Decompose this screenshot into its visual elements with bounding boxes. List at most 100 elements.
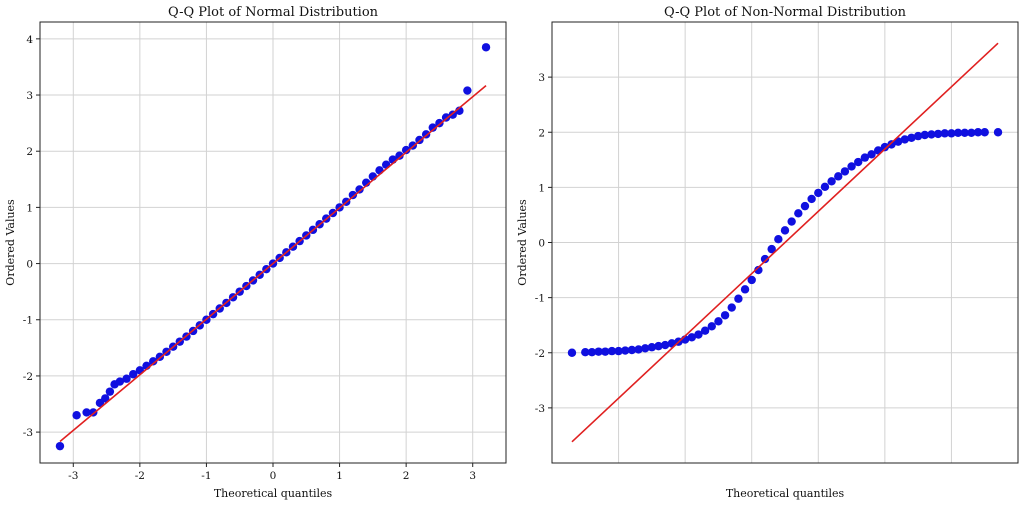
data-point	[627, 345, 637, 355]
data-point	[814, 188, 823, 198]
data-point	[953, 128, 963, 138]
data-point	[641, 344, 650, 353]
data-point	[441, 113, 451, 122]
data-point	[395, 151, 404, 160]
data-point	[381, 160, 391, 169]
data-point	[82, 408, 91, 417]
data-point	[621, 346, 630, 355]
y-tick-label: 2	[26, 146, 33, 158]
x-axis-label: Theoretical quantiles	[726, 487, 845, 500]
data-point	[601, 347, 610, 356]
x-tick-label: -2	[135, 470, 145, 482]
data-point	[694, 330, 703, 339]
y-tick-label: 4	[26, 34, 33, 46]
data-point	[129, 370, 138, 379]
y-tick-label: -2	[535, 348, 545, 360]
data-point	[820, 182, 830, 192]
data-point	[774, 234, 783, 244]
x-axis-label: Theoretical quantiles	[214, 487, 333, 500]
qq-panel-2: -3 -2 -1 0 1 2 3 Q-Q Plot of Non-Normal Distrib…	[516, 5, 1019, 500]
x-tick-label: 1	[336, 470, 343, 482]
data-point	[760, 254, 770, 264]
data-point	[927, 130, 936, 139]
data-point	[700, 326, 710, 335]
data-point	[740, 285, 750, 294]
x-tick-label: 3	[469, 470, 476, 482]
data-point	[973, 128, 983, 137]
data-point	[727, 303, 736, 312]
data-point	[787, 217, 796, 226]
data-point	[800, 201, 810, 211]
data-point	[827, 177, 836, 186]
data-point	[481, 43, 491, 52]
data-point	[567, 348, 577, 357]
data-point	[807, 194, 816, 204]
y-tick-label: -3	[23, 427, 33, 439]
y-tick-label: -1	[23, 315, 33, 327]
data-point	[967, 128, 976, 138]
data-point	[594, 347, 603, 356]
data-point	[794, 209, 803, 218]
data-point	[428, 123, 437, 132]
data-point	[933, 129, 943, 139]
data-point	[834, 172, 843, 181]
data-point	[581, 347, 590, 357]
data-point	[355, 185, 364, 194]
data-point	[435, 118, 444, 128]
chart-title: Q-Q Plot of Normal Distribution	[168, 5, 379, 20]
data-point	[115, 377, 125, 386]
y-tick-label: 1	[538, 182, 545, 194]
y-axis-label: Ordered Values	[4, 199, 17, 286]
data-point	[687, 333, 696, 342]
y-tick-label: 0	[26, 259, 33, 271]
data-point	[607, 346, 617, 356]
y-tick-label: 0	[538, 238, 545, 250]
data-point	[920, 130, 929, 140]
data-point	[847, 162, 856, 171]
data-point	[880, 142, 890, 152]
data-point	[887, 140, 896, 149]
y-axis-label: Ordered Values	[516, 199, 529, 286]
data-point	[947, 129, 956, 138]
data-point	[463, 86, 472, 95]
x-tick-label: -1	[201, 470, 211, 482]
data-point	[660, 340, 670, 350]
data-point	[960, 128, 969, 138]
x-tick-label: -3	[68, 470, 78, 482]
data-point	[401, 145, 411, 155]
data-point	[980, 128, 989, 137]
data-point	[348, 190, 358, 200]
data-point	[993, 128, 1003, 137]
data-point	[72, 411, 81, 420]
data-point	[767, 244, 776, 254]
y-tick-label: -1	[535, 293, 545, 305]
y-tick-label: 3	[26, 90, 33, 102]
data-point	[860, 153, 870, 162]
reference-line	[571, 42, 999, 443]
data-point	[840, 167, 850, 176]
data-point	[714, 317, 723, 326]
data-point	[634, 345, 643, 354]
data-point	[122, 374, 131, 383]
y-tick-label: -3	[535, 403, 545, 415]
data-point	[707, 322, 716, 331]
data-point	[148, 357, 158, 366]
y-tick-label: 3	[538, 72, 545, 84]
data-point	[900, 135, 910, 144]
data-point	[101, 394, 110, 403]
x-tick-label: 0	[270, 470, 277, 482]
qq-panel-1: -3 -2 -1 0 1 2 3 4 -3 -2 -1 0 1 2 3 Q-Q Plot of Normal …	[4, 5, 507, 500]
data-point	[720, 311, 730, 320]
data-point	[747, 275, 756, 285]
data-point	[940, 129, 949, 138]
reference-line	[59, 84, 487, 443]
data-point	[913, 131, 923, 141]
data-point	[754, 265, 763, 275]
data-point	[734, 294, 743, 303]
data-point	[587, 347, 597, 357]
data-point	[105, 387, 115, 396]
y-tick-label: 2	[538, 127, 545, 139]
data-point	[55, 441, 65, 451]
data-point	[780, 226, 790, 235]
